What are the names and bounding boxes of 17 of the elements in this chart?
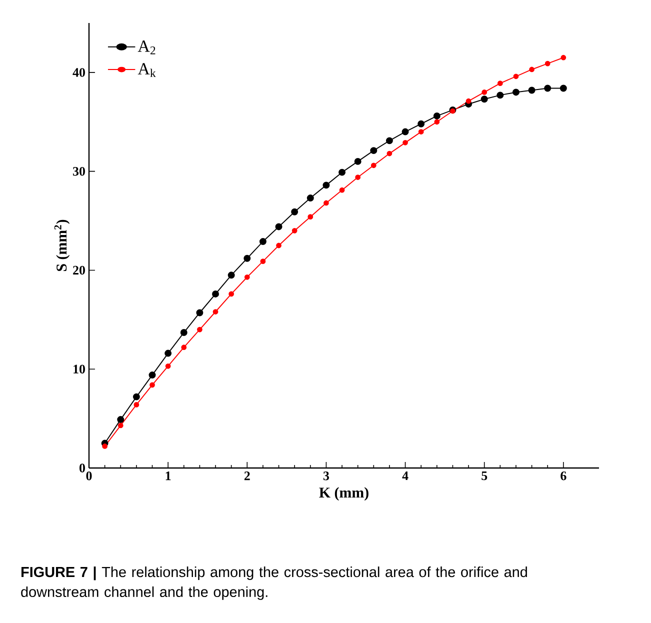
x-axis-title: K (mm) bbox=[319, 487, 368, 501]
x-tick-label: 6 bbox=[560, 472, 566, 480]
y-axis-title: S (mm$^{2}$) bbox=[54, 220, 70, 272]
x-tick-label: 5 bbox=[482, 472, 488, 480]
y-tick-label: 0 bbox=[80, 464, 85, 472]
legend-label: A$_{2}$ bbox=[138, 40, 156, 54]
y-tick-label: 10 bbox=[74, 364, 85, 374]
text: FIGURE 7 | The relationship among the cross-sectional area of the orifice and downstream channel and the opening. bbox=[21, 566, 527, 600]
x-tick-label: 2 bbox=[244, 472, 250, 480]
x-tick-label: 1 bbox=[166, 472, 171, 480]
x-tick-label: 4 bbox=[402, 472, 408, 480]
legend-label: A$_{k}$ bbox=[138, 63, 156, 77]
x-tick-label: 3 bbox=[323, 472, 330, 480]
y-tick-label: 20 bbox=[73, 266, 85, 275]
y-tick-label: 30 bbox=[73, 166, 85, 176]
x-tick-label: 0 bbox=[86, 472, 92, 480]
y-tick-label: 40 bbox=[72, 68, 85, 77]
